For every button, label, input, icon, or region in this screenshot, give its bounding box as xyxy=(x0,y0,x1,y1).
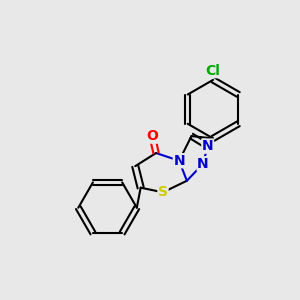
Text: N: N xyxy=(202,139,214,153)
Text: S: S xyxy=(158,185,168,199)
Text: Cl: Cl xyxy=(206,64,220,78)
Text: O: O xyxy=(146,129,158,143)
Text: N: N xyxy=(197,157,209,171)
Text: N: N xyxy=(173,154,185,168)
